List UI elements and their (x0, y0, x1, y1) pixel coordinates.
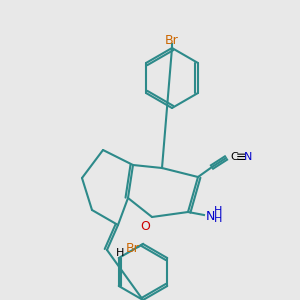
Text: O: O (140, 220, 150, 232)
Text: H: H (214, 206, 222, 216)
Text: N: N (206, 209, 215, 223)
Text: ≡: ≡ (236, 151, 247, 164)
Text: Br: Br (165, 34, 179, 47)
Text: N: N (244, 152, 252, 162)
Text: C: C (230, 152, 238, 162)
Text: H: H (116, 248, 124, 258)
Text: H: H (214, 214, 222, 224)
Text: Br: Br (126, 242, 140, 256)
